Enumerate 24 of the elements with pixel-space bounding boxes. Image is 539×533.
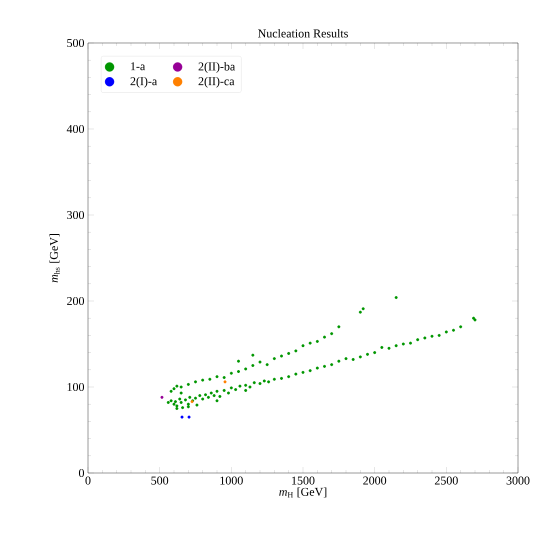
y-tick-label: 0 <box>78 468 84 478</box>
point <box>188 416 191 419</box>
legend-label: 2(II)-ba <box>198 62 236 73</box>
x-tick-label: 1000 <box>220 476 243 485</box>
x-tick-label: 1500 <box>292 476 314 485</box>
chart-title: Nucleation Results <box>258 29 348 38</box>
x-tick-label: 2000 <box>363 476 386 485</box>
y-tick-label: 300 <box>67 210 84 220</box>
point <box>224 380 227 384</box>
legend-label: 2(I)-a <box>130 76 158 88</box>
x-tick-label: 3000 <box>506 476 530 485</box>
legend-label: 2(II)-ca <box>198 76 234 88</box>
legend-label: 1-a <box>131 62 146 70</box>
x-tick-label: 500 <box>151 476 168 485</box>
y-tick-label: 500 <box>67 38 84 48</box>
y-tick-label: 400 <box>66 124 84 134</box>
x-tick-label: 0 <box>85 476 91 485</box>
x-tick-label: 2500 <box>434 476 458 485</box>
y-axis-title: m$_{hs}$ [GeV] <box>50 234 60 282</box>
x-axis-title: m$_{H}$ [GeV] <box>279 487 326 498</box>
point <box>160 396 164 399</box>
y-tick-label: 100 <box>68 382 84 392</box>
point <box>180 416 184 419</box>
y-tick-label: 200 <box>67 296 84 306</box>
